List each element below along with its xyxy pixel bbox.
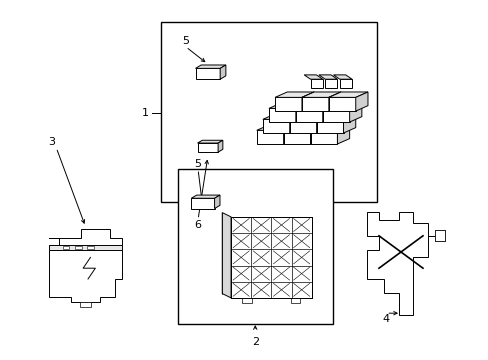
Polygon shape: [328, 97, 355, 111]
Polygon shape: [218, 140, 223, 152]
Polygon shape: [283, 125, 322, 130]
Bar: [62, 246, 69, 249]
Polygon shape: [289, 114, 328, 119]
Polygon shape: [366, 212, 444, 315]
Polygon shape: [295, 108, 322, 122]
Polygon shape: [302, 92, 314, 111]
Polygon shape: [318, 75, 337, 79]
Polygon shape: [310, 125, 322, 144]
Polygon shape: [343, 114, 355, 133]
Polygon shape: [197, 140, 223, 143]
Polygon shape: [349, 103, 361, 122]
Polygon shape: [316, 119, 343, 133]
Bar: [290, 298, 300, 303]
Polygon shape: [302, 92, 341, 97]
Polygon shape: [289, 114, 302, 133]
Polygon shape: [310, 79, 322, 88]
Text: 1: 1: [142, 108, 149, 118]
Text: 2: 2: [251, 337, 258, 347]
Polygon shape: [214, 195, 220, 208]
Polygon shape: [322, 103, 334, 122]
Bar: [178, 169, 332, 324]
Polygon shape: [302, 97, 328, 111]
Polygon shape: [333, 75, 351, 79]
Polygon shape: [316, 114, 328, 133]
Text: 5: 5: [194, 159, 201, 169]
Polygon shape: [191, 195, 220, 198]
Polygon shape: [268, 108, 295, 122]
Text: 6: 6: [194, 220, 201, 230]
Polygon shape: [325, 79, 337, 88]
Polygon shape: [256, 125, 295, 130]
Bar: [161, 22, 376, 202]
Polygon shape: [274, 97, 302, 111]
Polygon shape: [263, 119, 289, 133]
Polygon shape: [49, 229, 122, 302]
Polygon shape: [195, 68, 220, 79]
Polygon shape: [220, 65, 225, 79]
Polygon shape: [355, 92, 367, 111]
Text: 5: 5: [182, 36, 189, 46]
Polygon shape: [195, 65, 225, 68]
Polygon shape: [337, 125, 349, 144]
Polygon shape: [231, 217, 311, 298]
Polygon shape: [322, 103, 361, 108]
Polygon shape: [295, 103, 334, 108]
Polygon shape: [304, 75, 322, 79]
Polygon shape: [289, 119, 316, 133]
Polygon shape: [328, 92, 367, 97]
Polygon shape: [49, 245, 122, 250]
Polygon shape: [274, 92, 314, 97]
Text: 4: 4: [382, 314, 389, 324]
Polygon shape: [283, 125, 295, 144]
Bar: [80, 302, 91, 307]
Polygon shape: [295, 103, 307, 122]
Polygon shape: [263, 114, 302, 119]
Bar: [242, 298, 252, 303]
Polygon shape: [322, 108, 349, 122]
Bar: [87, 246, 94, 249]
Polygon shape: [310, 125, 349, 130]
Polygon shape: [268, 103, 307, 108]
Polygon shape: [316, 114, 355, 119]
Bar: [75, 246, 81, 249]
Bar: [434, 230, 444, 241]
Polygon shape: [328, 92, 341, 111]
Polygon shape: [310, 130, 337, 144]
Polygon shape: [283, 130, 310, 144]
Polygon shape: [256, 130, 283, 144]
Polygon shape: [339, 79, 351, 88]
Polygon shape: [191, 198, 214, 208]
Text: 3: 3: [48, 137, 55, 147]
Polygon shape: [197, 143, 218, 152]
Polygon shape: [222, 212, 231, 298]
